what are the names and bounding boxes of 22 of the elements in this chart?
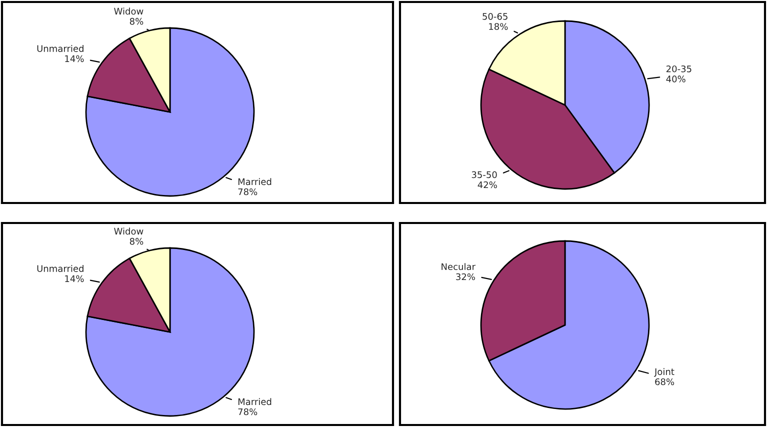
slice-label: 20-35 xyxy=(666,65,692,72)
slice-label: Unmarried xyxy=(37,44,84,52)
data-label: 8% xyxy=(130,18,144,25)
data-label: 42% xyxy=(478,181,497,188)
data-label: 14% xyxy=(65,275,84,282)
data-label: 18% xyxy=(489,23,508,30)
data-label: 78% xyxy=(238,188,258,196)
slice-label: Unmarried xyxy=(37,264,84,272)
data-label: 40% xyxy=(666,76,686,82)
data-label: 8% xyxy=(130,238,144,245)
slice-label: Necular xyxy=(442,263,476,270)
slice-label: Married xyxy=(238,398,272,406)
slice-label: Joint xyxy=(654,368,674,377)
data-label: 32% xyxy=(456,273,476,280)
slice-label: 35-50 xyxy=(472,171,497,178)
data-label: 14% xyxy=(65,55,84,62)
slice-label: Widow xyxy=(114,8,144,15)
slice-label: 50-65 xyxy=(482,12,508,20)
data-label: 68% xyxy=(655,378,674,386)
slice-label: Widow xyxy=(114,228,144,235)
slice-label: Married xyxy=(238,178,272,186)
data-label: 78% xyxy=(238,408,258,416)
